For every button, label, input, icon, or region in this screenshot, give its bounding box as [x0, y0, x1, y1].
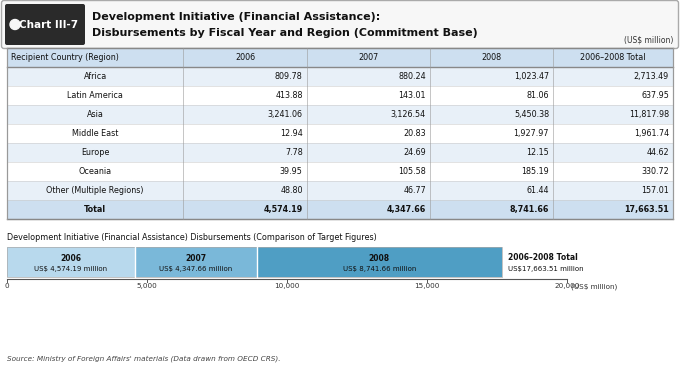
Text: Europe: Europe — [81, 148, 109, 157]
Text: 20.83: 20.83 — [403, 129, 426, 138]
Text: 24.69: 24.69 — [403, 148, 426, 157]
Bar — [7, 200, 673, 219]
Text: 2006–2008 Total: 2006–2008 Total — [507, 253, 577, 262]
Text: 48.80: 48.80 — [280, 186, 303, 195]
Text: 637.95: 637.95 — [641, 91, 669, 100]
Text: Development Initiative (Financial Assistance):: Development Initiative (Financial Assist… — [92, 12, 380, 22]
Bar — [135, 247, 257, 277]
Text: 12.15: 12.15 — [526, 148, 549, 157]
Text: 2006–2008 Total: 2006–2008 Total — [580, 53, 646, 62]
Text: 2007: 2007 — [186, 254, 207, 263]
Text: Africa: Africa — [84, 72, 107, 81]
Text: 17,663.51: 17,663.51 — [624, 205, 669, 214]
Text: 61.44: 61.44 — [526, 186, 549, 195]
Text: Middle East: Middle East — [72, 129, 118, 138]
Bar — [7, 143, 673, 162]
Bar — [257, 247, 502, 277]
Bar — [7, 67, 673, 86]
Text: 2006: 2006 — [235, 53, 255, 62]
Text: 46.77: 46.77 — [403, 186, 426, 195]
Text: Other (Multiple Regions): Other (Multiple Regions) — [46, 186, 144, 195]
Text: 8,741.66: 8,741.66 — [510, 205, 549, 214]
Text: Source: Ministry of Foreign Affairs' materials (Data drawn from OECD CRS).: Source: Ministry of Foreign Affairs' mat… — [7, 355, 280, 362]
Text: 2007: 2007 — [358, 53, 379, 62]
Text: 2008: 2008 — [369, 254, 390, 263]
Text: 880.24: 880.24 — [398, 72, 426, 81]
Text: Asia: Asia — [87, 110, 103, 119]
Text: 413.88: 413.88 — [275, 91, 303, 100]
Text: 12.94: 12.94 — [280, 129, 303, 138]
Text: 5,000: 5,000 — [137, 283, 157, 289]
Text: 1,927.97: 1,927.97 — [513, 129, 549, 138]
Text: 15,000: 15,000 — [414, 283, 440, 289]
Bar — [7, 247, 135, 277]
Text: 2,713.49: 2,713.49 — [634, 72, 669, 81]
Text: Recipient Country (Region): Recipient Country (Region) — [11, 53, 119, 62]
Text: 2006: 2006 — [61, 254, 82, 263]
Text: US$ 8,741.66 million: US$ 8,741.66 million — [343, 266, 416, 272]
Text: US$17,663.51 million: US$17,663.51 million — [507, 266, 583, 272]
Bar — [7, 162, 673, 181]
Bar — [7, 181, 673, 200]
FancyBboxPatch shape — [5, 4, 85, 45]
Text: (US$ million): (US$ million) — [571, 283, 617, 290]
Text: 3,241.06: 3,241.06 — [268, 110, 303, 119]
Text: 157.01: 157.01 — [641, 186, 669, 195]
Bar — [7, 86, 673, 105]
Circle shape — [8, 18, 22, 31]
Text: 185.19: 185.19 — [522, 167, 549, 176]
Bar — [7, 105, 673, 124]
Text: Disbursements by Fiscal Year and Region (Commitment Base): Disbursements by Fiscal Year and Region … — [92, 28, 478, 38]
Text: 2008: 2008 — [481, 53, 502, 62]
Text: 1,023.47: 1,023.47 — [514, 72, 549, 81]
Text: Total: Total — [84, 205, 106, 214]
Circle shape — [10, 19, 20, 30]
Text: US$ 4,347.66 million: US$ 4,347.66 million — [159, 266, 233, 272]
Text: 5,450.38: 5,450.38 — [514, 110, 549, 119]
Text: 44.62: 44.62 — [647, 148, 669, 157]
Text: 1,961.74: 1,961.74 — [634, 129, 669, 138]
Text: 39.95: 39.95 — [280, 167, 303, 176]
Text: US$ 4,574.19 million: US$ 4,574.19 million — [35, 266, 107, 272]
Text: Development Initiative (Financial Assistance) Disbursements (Comparison of Targe: Development Initiative (Financial Assist… — [7, 233, 377, 242]
Bar — [7, 124, 673, 143]
FancyBboxPatch shape — [1, 0, 679, 49]
Text: 3,126.54: 3,126.54 — [391, 110, 426, 119]
Text: 4,574.19: 4,574.19 — [263, 205, 303, 214]
Text: 143.01: 143.01 — [398, 91, 426, 100]
Text: 10,000: 10,000 — [274, 283, 300, 289]
Text: Latin America: Latin America — [67, 91, 123, 100]
Text: 809.78: 809.78 — [275, 72, 303, 81]
Bar — [7, 48, 673, 219]
Bar — [7, 247, 502, 277]
Text: 105.58: 105.58 — [398, 167, 426, 176]
Text: 4,347.66: 4,347.66 — [387, 205, 426, 214]
Bar — [7, 48, 673, 67]
Text: 7.78: 7.78 — [285, 148, 303, 157]
Text: 20,000: 20,000 — [554, 283, 579, 289]
Text: 11,817.98: 11,817.98 — [629, 110, 669, 119]
Text: (US$ million): (US$ million) — [624, 36, 673, 45]
Text: Chart III-7: Chart III-7 — [20, 19, 79, 30]
Text: 330.72: 330.72 — [641, 167, 669, 176]
Text: 0: 0 — [5, 283, 10, 289]
Text: Oceania: Oceania — [79, 167, 112, 176]
Text: 81.06: 81.06 — [526, 91, 549, 100]
